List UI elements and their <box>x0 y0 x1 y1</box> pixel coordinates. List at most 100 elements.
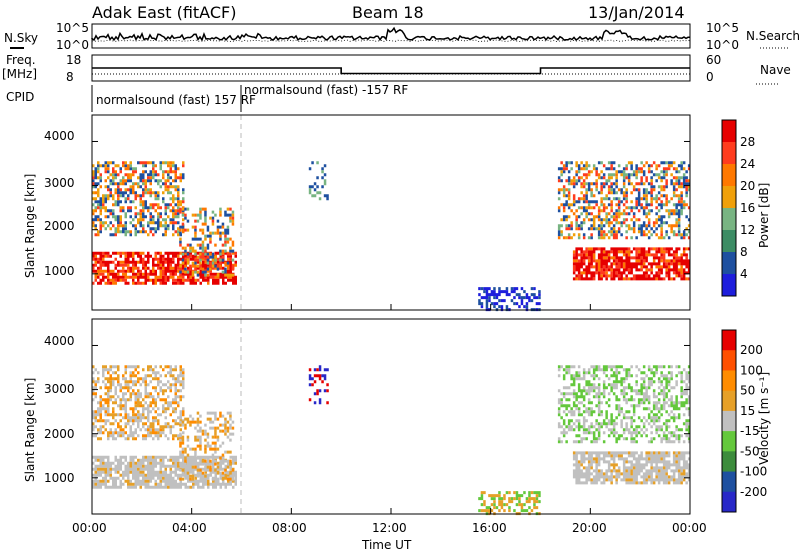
date-title: 13/Jan/2014 <box>588 3 685 22</box>
power-evening-upper-c4 <box>560 161 691 240</box>
velocity-near-range-noon-c5 <box>480 491 541 516</box>
velocity-colorbar-label: Velocity [m s⁻¹] <box>757 372 771 465</box>
x-tick-6: 00:00 <box>672 521 707 535</box>
colorbar-tick-label: 4 <box>740 267 748 281</box>
freq-tick-high: 18 <box>66 53 81 67</box>
power-ytick-1000: 1000 <box>44 264 75 278</box>
power-morning-upper-c4 <box>92 161 185 237</box>
nsearch-label: N.Search <box>746 29 800 43</box>
colorbar-swatch <box>722 186 736 209</box>
velocity-gap-ticks-09-c8 <box>308 368 329 405</box>
colorbar-swatch <box>722 431 736 452</box>
x-tick-5: 20:00 <box>572 521 607 535</box>
power-ytick-2000: 2000 <box>44 219 75 233</box>
power-morning-lower-band-c7 <box>92 251 237 285</box>
power-morning-upper-c3 <box>92 161 185 237</box>
power-evening-upper-c5 <box>557 161 691 240</box>
freq-tick-low: 8 <box>66 70 74 84</box>
velocity-morning-upper-c4 <box>92 365 185 441</box>
colorbar-swatch <box>722 274 736 297</box>
velocity-gap-ticks-09-c0 <box>308 365 329 405</box>
velocity-evening-band-c4 <box>572 451 691 485</box>
power-morning-tail-c3 <box>181 207 235 277</box>
noise-tick-right-low: 10^0 <box>706 38 739 52</box>
power-evening-upper-c6 <box>557 161 691 240</box>
x-tick-0: 00:00 <box>72 521 107 535</box>
power-morning-upper-c1 <box>92 161 185 237</box>
velocity-morning-upper-c5 <box>92 365 185 441</box>
colorbar-swatch <box>722 491 736 513</box>
power-evening-upper-c1 <box>557 161 691 240</box>
x-axis: 00:00 04:00 08:00 12:00 16:00 20:00 00:0… <box>72 304 707 552</box>
velocity-panel: Slant Range [km] 1000 2000 3000 4000 200… <box>23 318 771 516</box>
velocity-ytick-3000: 3000 <box>44 382 75 396</box>
velocity-scatter <box>92 365 691 516</box>
power-y-label: Slant Range [km] <box>23 174 37 278</box>
power-colorbar-label: Power [dB] <box>757 183 771 248</box>
colorbar-tick-label: 28 <box>740 135 755 149</box>
colorbar-tick-label: 8 <box>740 245 748 259</box>
velocity-ytick-1000: 1000 <box>44 471 75 485</box>
station-title: Adak East (fitACF) <box>92 3 236 22</box>
velocity-y-label: Slant Range [km] <box>23 378 37 482</box>
noise-tick-left-low: 10^0 <box>56 38 89 52</box>
freq-unit: [MHz] <box>2 67 37 81</box>
frequency-line <box>92 67 690 75</box>
power-evening-upper-c3 <box>557 161 691 240</box>
colorbar-tick-label: 12 <box>740 223 755 237</box>
velocity-morning-lower-band-c5 <box>94 455 237 489</box>
nave-tick-low: 0 <box>706 70 714 84</box>
colorbar-tick-label: 24 <box>740 157 755 171</box>
colorbar-tick-label: -100 <box>740 465 767 479</box>
velocity-colorbar: 200 100 50 15 -15 -50 -100 -200 <box>721 329 767 513</box>
velocity-evening-band-c5 <box>572 451 686 485</box>
colorbar-tick-label: 100 <box>740 363 763 377</box>
power-ytick-3000: 3000 <box>44 176 75 190</box>
colorbar-swatch <box>722 410 736 432</box>
colorbar-tick-label: 20 <box>740 179 755 193</box>
colorbar-swatch <box>722 142 736 165</box>
cpid-segment-1: normalsound (fast) 157 RF <box>96 93 256 107</box>
cpid-label: CPID <box>6 90 34 104</box>
power-scatter <box>92 161 691 312</box>
nsky-label: N.Sky <box>4 31 38 45</box>
colorbar-swatch <box>722 330 736 351</box>
colorbar-swatch <box>722 390 736 412</box>
x-axis-label: Time UT <box>361 538 412 552</box>
colorbar-swatch <box>722 208 736 231</box>
velocity-evening-upper-c3 <box>557 365 691 444</box>
velocity-morning-tail-c5 <box>179 411 232 481</box>
noise-tick-left-high: 10^5 <box>56 21 89 35</box>
colorbar-swatch <box>722 471 736 493</box>
beam-title: Beam 18 <box>352 3 424 22</box>
power-near-range-noon-c1 <box>478 287 541 312</box>
x-tick-4: 16:00 <box>472 521 507 535</box>
power-evening-band-c7 <box>572 247 691 281</box>
colorbar-frame <box>721 119 737 297</box>
noise-search-line <box>91 39 691 42</box>
velocity-evening-upper-c4 <box>557 365 691 444</box>
x-tick-1: 04:00 <box>172 521 207 535</box>
power-morning-upper-c6 <box>92 161 185 237</box>
freq-label: Freq. <box>6 53 36 67</box>
x-tick-3: 12:00 <box>372 521 407 535</box>
power-gap-ticks-09-c3 <box>308 161 327 201</box>
power-gap-ticks-09-c1 <box>308 161 329 201</box>
colorbar-tick-label: -200 <box>740 485 767 499</box>
colorbar-swatch <box>722 370 736 392</box>
noise-panel: N.Sky 10^5 10^0 10^5 10^0 N.Search <box>4 21 800 52</box>
power-panel: Slant Range [km] 1000 2000 3000 4000 28 2… <box>23 114 771 312</box>
power-morning-tail-c1 <box>179 207 235 277</box>
colorbar-swatch <box>722 350 736 371</box>
velocity-ytick-4000: 4000 <box>44 334 75 348</box>
colorbar-tick-label: 15 <box>740 404 755 418</box>
power-morning-tail-c6 <box>179 207 235 277</box>
x-tick-2: 08:00 <box>272 521 307 535</box>
power-evening-band-c6 <box>572 247 691 281</box>
power-ytick-4000: 4000 <box>44 129 75 143</box>
nave-tick-high: 60 <box>706 53 721 67</box>
colorbar-tick-label: 50 <box>740 384 755 398</box>
colorbar-swatch <box>722 164 736 187</box>
velocity-morning-upper-c6 <box>92 365 185 441</box>
